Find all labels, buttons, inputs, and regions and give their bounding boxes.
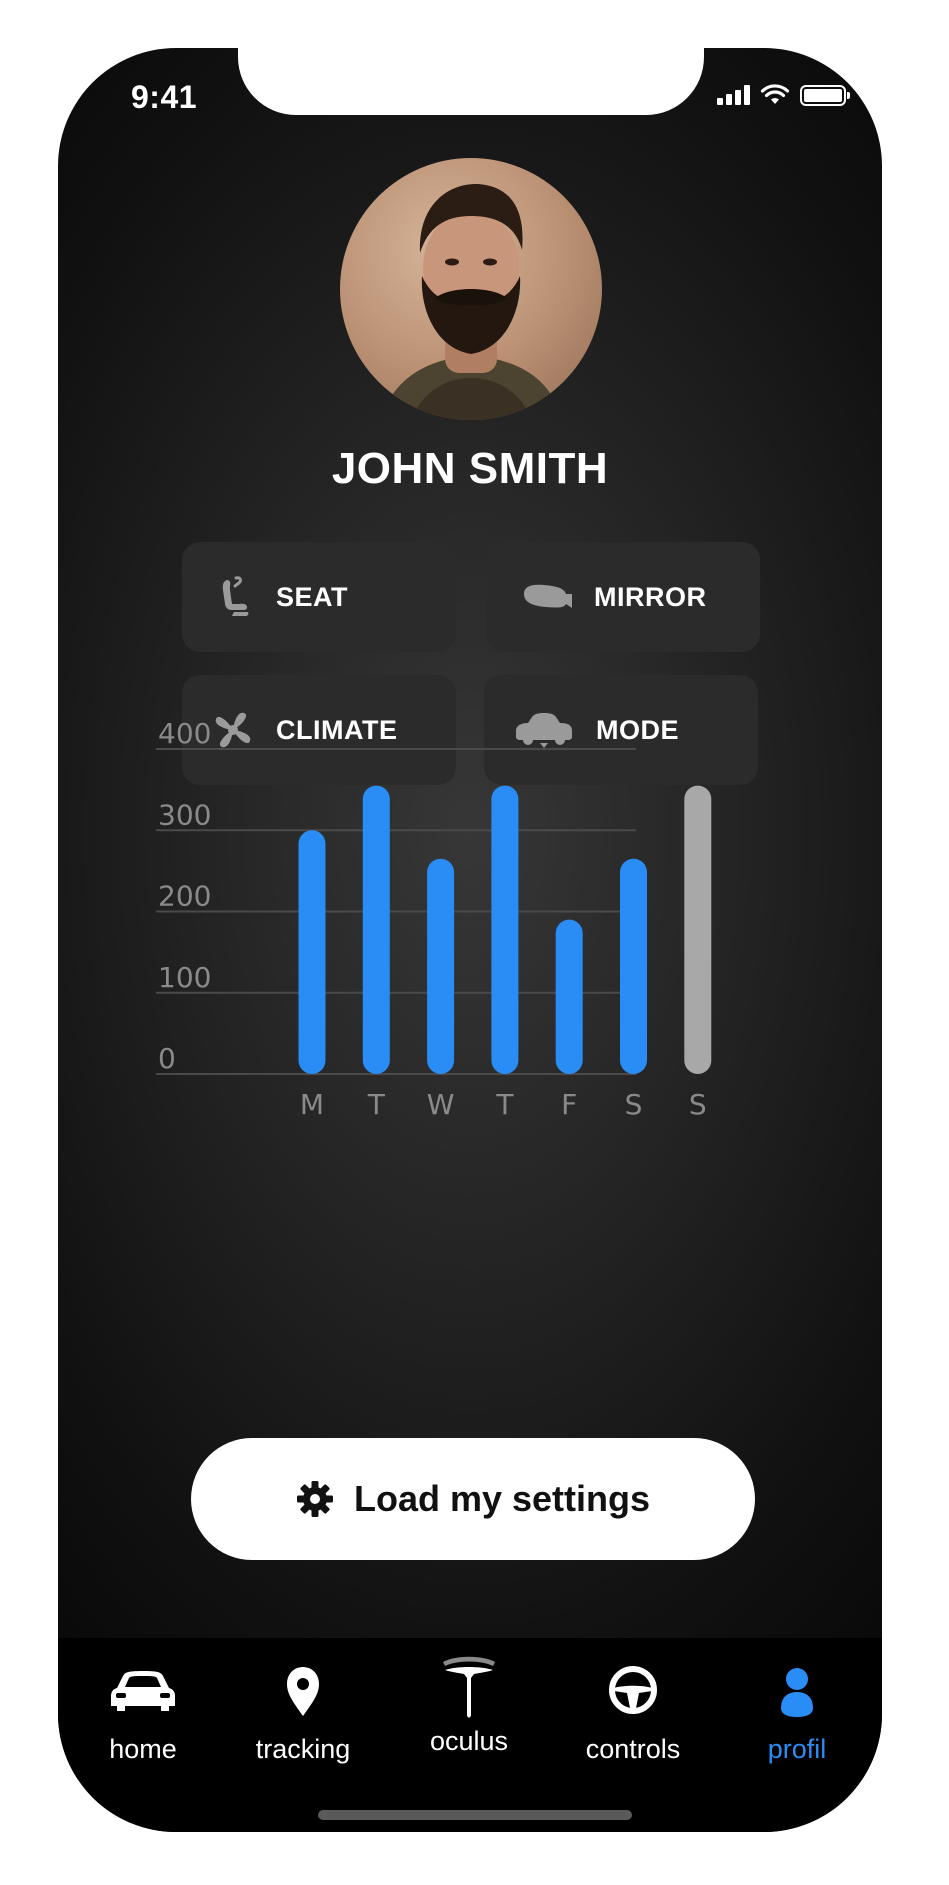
- tab-bar: home tracking oculus controls: [58, 1638, 882, 1832]
- tab-tracking[interactable]: tracking: [228, 1658, 378, 1765]
- location-pin-icon: [287, 1667, 319, 1716]
- tab-profil[interactable]: profil: [722, 1658, 872, 1765]
- steering-wheel-icon: [609, 1666, 657, 1714]
- bar: [684, 785, 712, 1074]
- load-settings-label: Load my settings: [353, 1478, 651, 1519]
- x-tick-label: W: [427, 1088, 455, 1121]
- mode-button[interactable]: MODE: [484, 675, 758, 785]
- avatar-portrait: [380, 183, 562, 420]
- climate-label: CLIMATE: [276, 714, 398, 745]
- home-indicator: [318, 1810, 632, 1820]
- tab-tracking-label: tracking: [255, 1734, 351, 1764]
- fan-icon: [215, 712, 251, 748]
- tab-controls-label: controls: [585, 1734, 681, 1764]
- bar: [362, 785, 390, 1074]
- x-tick-label: T: [495, 1088, 514, 1121]
- bar: [620, 858, 647, 1074]
- tab-profil-label: profil: [767, 1734, 827, 1764]
- tab-home[interactable]: home: [68, 1658, 218, 1765]
- wifi-icon: [760, 84, 790, 104]
- y-tick-label: 100: [158, 961, 211, 994]
- seat-button[interactable]: SEAT: [182, 542, 456, 652]
- x-tick-label: S: [689, 1088, 707, 1121]
- avatar[interactable]: [340, 158, 602, 420]
- battery-icon: [800, 84, 850, 106]
- seat-label: SEAT: [276, 581, 349, 612]
- y-tick-label: 300: [158, 798, 211, 831]
- x-tick-label: M: [300, 1088, 324, 1121]
- tab-oculus[interactable]: oculus: [394, 1650, 544, 1757]
- profile-name: JOHN SMITH: [331, 444, 609, 493]
- mirror-button[interactable]: MIRROR: [486, 542, 760, 652]
- x-tick-label: T: [367, 1088, 386, 1121]
- gear-icon: [296, 1481, 333, 1517]
- phone-screen: 9:41 JOHN SMITH SEA: [58, 48, 882, 1832]
- signal-icon: [717, 85, 750, 105]
- bar: [298, 830, 326, 1074]
- tab-controls[interactable]: controls: [558, 1658, 708, 1765]
- x-tick-label: S: [625, 1088, 643, 1121]
- car-icon: [111, 1671, 175, 1711]
- notch: [238, 48, 704, 115]
- y-tick-label: 200: [158, 880, 211, 913]
- tab-oculus-label: oculus: [429, 1726, 509, 1756]
- status-time: 9:41: [131, 79, 198, 115]
- bar: [555, 919, 583, 1074]
- seat-icon: [222, 576, 249, 616]
- climate-button[interactable]: CLIMATE: [182, 675, 456, 785]
- y-tick-label: 0: [158, 1042, 176, 1075]
- status-icons: [717, 84, 850, 106]
- bar: [491, 785, 519, 1074]
- x-tick-label: F: [561, 1088, 577, 1121]
- mirror-label: MIRROR: [594, 581, 707, 612]
- mirror-icon: [524, 584, 572, 608]
- load-settings-button[interactable]: Load my settings: [191, 1438, 755, 1560]
- bar: [427, 858, 455, 1074]
- tesla-logo-icon: [443, 1656, 495, 1718]
- mode-label: MODE: [596, 714, 679, 745]
- tab-home-label: home: [109, 1734, 177, 1764]
- car-mode-icon: [516, 713, 572, 748]
- user-icon: [781, 1668, 813, 1717]
